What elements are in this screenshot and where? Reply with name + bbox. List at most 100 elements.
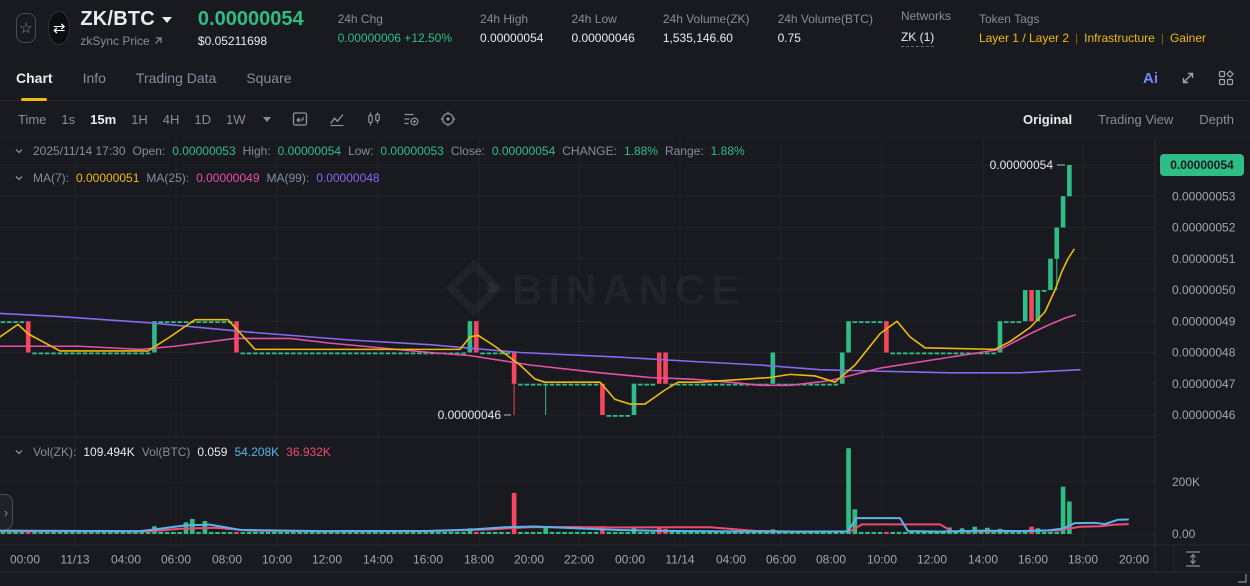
price-block: 0.00000054 $0.05211698 <box>198 8 304 48</box>
chart-settings-button[interactable] <box>439 110 457 128</box>
svg-text:0.00000052: 0.00000052 <box>1172 221 1236 235</box>
toolbar-icons <box>291 110 457 128</box>
tab-trading-data[interactable]: Trading Data <box>135 70 217 86</box>
view-trading-view[interactable]: Trading View <box>1098 111 1174 127</box>
gear-icon <box>440 111 455 127</box>
svg-text:0.00000053: 0.00000053 <box>1172 189 1236 203</box>
svg-text:00:00: 00:00 <box>615 553 645 567</box>
pair-selector[interactable]: ZK/BTC <box>80 8 172 31</box>
tag-separator: | <box>1160 30 1164 45</box>
candlestick-icon <box>367 112 380 126</box>
svg-text:0.00000049: 0.00000049 <box>1172 314 1236 328</box>
svg-text:0.00000047: 0.00000047 <box>1172 377 1236 391</box>
stat-value: 0.75 <box>777 30 801 45</box>
view-depth[interactable]: Depth <box>1199 111 1234 127</box>
panel-expand-button[interactable]: › <box>0 494 13 530</box>
token-tags-label: Token Tags <box>978 11 1040 26</box>
svg-text:18:00: 18:00 <box>464 553 494 567</box>
stat-value: 0.00000054 <box>480 30 544 45</box>
stat-24h-volume-btc: 24h Volume(BTC) 0.75 <box>778 12 873 45</box>
svg-text:00:00: 00:00 <box>10 553 40 567</box>
collapse-ohlc-icon[interactable] <box>14 146 24 156</box>
svg-text:14:00: 14:00 <box>968 553 998 567</box>
view-original[interactable]: Original <box>1023 111 1073 127</box>
chart-toolbar: Time 1s 15m 1H 4H 1D 1W <box>0 101 1250 138</box>
interval-1d[interactable]: 1D <box>194 111 212 127</box>
main-tabbar: Chart Info Trading Data Square Ai <box>0 56 1250 101</box>
collapse-ma-icon[interactable] <box>14 173 24 183</box>
svg-text:20:00: 20:00 <box>1119 553 1149 567</box>
svg-text:12:00: 12:00 <box>917 553 947 567</box>
svg-text:10:00: 10:00 <box>867 553 897 567</box>
favorite-button[interactable]: ☆ <box>16 13 36 43</box>
last-price-usd: $0.05211698 <box>197 34 268 48</box>
svg-text:200K: 200K <box>1172 475 1200 489</box>
interval-1h[interactable]: 1H <box>131 111 148 127</box>
last-price: 0.00000054 <box>197 8 304 30</box>
svg-text:10:00: 10:00 <box>262 553 292 567</box>
interval-dropdown-caret[interactable] <box>262 116 271 122</box>
pair-name: ZK/BTC <box>80 8 155 30</box>
collapse-volume-icon[interactable] <box>14 447 24 457</box>
tab-chart[interactable]: Chart <box>16 56 53 101</box>
svg-text:0.00000046: 0.00000046 <box>438 408 502 422</box>
svg-text:11/14: 11/14 <box>665 553 694 567</box>
tab-info[interactable]: Info <box>82 70 106 86</box>
tag-link[interactable]: Gainer <box>1169 30 1206 45</box>
svg-text:0.00000048: 0.00000048 <box>1172 346 1236 360</box>
stat-value: 0.00000006 +12.50% <box>337 30 453 45</box>
svg-text:22:00: 22:00 <box>564 553 594 567</box>
stat-networks: Networks ZK (1) <box>900 9 951 47</box>
swap-arrows-icon: ⇄ <box>52 20 66 37</box>
networks-value[interactable]: ZK (1) <box>900 30 935 47</box>
star-icon: ☆ <box>19 19 33 37</box>
interval-4h[interactable]: 4H <box>162 111 180 127</box>
stat-label: 24h High <box>480 11 529 26</box>
line-chart-icon <box>329 114 344 127</box>
indicators-button[interactable] <box>402 110 420 128</box>
interval-settings-button[interactable] <box>291 110 309 128</box>
svg-text:0.00000050: 0.00000050 <box>1172 283 1236 297</box>
svg-text:04:00: 04:00 <box>716 553 746 567</box>
external-link-icon <box>154 37 162 44</box>
stat-24h-high: 24h High 0.00000054 <box>480 12 543 45</box>
interval-1w[interactable]: 1W <box>226 111 246 127</box>
layout-grid-button[interactable] <box>1218 70 1234 86</box>
pair-block: ZK/BTC zkSync Price <box>80 8 172 48</box>
svg-text:04:00: 04:00 <box>111 553 141 567</box>
candle-type-button[interactable] <box>365 110 383 128</box>
svg-text:11/13: 11/13 <box>60 553 89 567</box>
indicators-icon <box>404 113 419 126</box>
svg-text:16:00: 16:00 <box>413 553 443 567</box>
pair-subtitle: zkSync Price <box>80 34 150 48</box>
svg-text:0.00000051: 0.00000051 <box>1172 252 1236 266</box>
calendar-edit-icon <box>292 112 307 126</box>
stat-value: 0.00000046 <box>571 30 635 45</box>
svg-text:0.00000046: 0.00000046 <box>1172 408 1236 422</box>
chart-style-button[interactable] <box>328 110 346 128</box>
svg-text:08:00: 08:00 <box>816 553 846 567</box>
pair-header: ☆ ⇄ ZK/BTC zkSync Price 0.00000054 $0.05… <box>0 0 1250 56</box>
svg-text:0.00000054: 0.00000054 <box>990 158 1054 172</box>
fullscreen-button[interactable] <box>1180 70 1196 86</box>
token-logo: ⇄ <box>47 11 71 45</box>
svg-text:12:00: 12:00 <box>312 553 342 567</box>
chart-view-switcher: Original Trading View Depth <box>997 112 1234 127</box>
interval-1s[interactable]: 1s <box>61 111 76 127</box>
tag-link[interactable]: Infrastructure <box>1084 30 1155 45</box>
stat-label: 24h Low <box>571 11 617 26</box>
expand-icon <box>1182 72 1194 84</box>
interval-15m[interactable]: 15m <box>90 111 117 127</box>
stat-token-tags: Token Tags Layer 1 / Layer 2 | Infrastru… <box>979 12 1206 45</box>
time-label: Time <box>18 111 47 127</box>
svg-text:18:00: 18:00 <box>1068 553 1098 567</box>
svg-text:06:00: 06:00 <box>766 553 796 567</box>
pair-subtitle-link[interactable]: zkSync Price <box>80 34 172 48</box>
tab-square[interactable]: Square <box>246 70 292 86</box>
stat-label: 24h Chg <box>337 11 383 26</box>
tag-link[interactable]: Layer 1 / Layer 2 <box>978 30 1070 45</box>
chart-area: BINANCE 0.00000054 0.00000046 0.00000053 0.0… <box>0 138 1250 586</box>
token-tags: Layer 1 / Layer 2 | Infrastructure | Gai… <box>979 31 1206 45</box>
candlestick-chart-canvas[interactable]: BINANCE 0.00000054 0.00000046 0.00000053 0.0… <box>0 138 1250 586</box>
ai-assistant-button[interactable]: Ai <box>1143 69 1158 87</box>
